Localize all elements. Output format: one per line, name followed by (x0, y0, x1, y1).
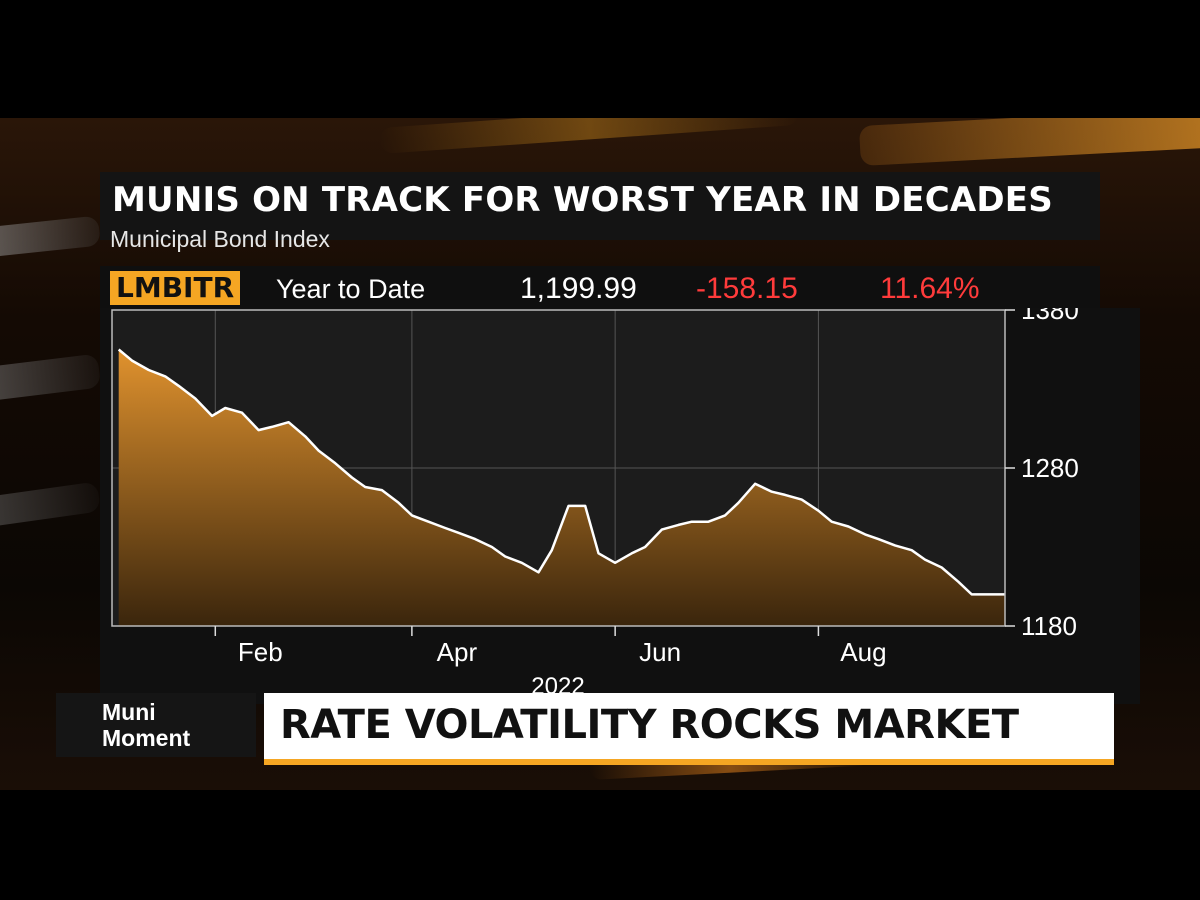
decorative-streak (0, 353, 102, 402)
y-tick-label: 1380 (1021, 308, 1079, 325)
decorative-streak (379, 118, 800, 154)
headline: MUNIS ON TRACK FOR WORST YEAR IN DECADES (112, 180, 1053, 220)
series-area (118, 349, 1005, 626)
ticker-bar: LMBITR Year to Date 1,199.99 -158.15 11.… (100, 266, 1100, 310)
segment-tag: Muni Moment (56, 693, 256, 757)
decorative-streak (0, 215, 101, 258)
ticker-symbol: LMBITR (110, 271, 241, 305)
decorative-streak (858, 118, 1200, 166)
lower-third: RATE VOLATILITY ROCKS MARKET (264, 693, 1114, 765)
segment-tag-line1: Muni (102, 699, 156, 725)
broadcast-frame: MUNIS ON TRACK FOR WORST YEAR IN DECADES… (0, 118, 1200, 790)
headline-bar: MUNIS ON TRACK FOR WORST YEAR IN DECADES (100, 172, 1100, 240)
y-tick-label: 1280 (1021, 453, 1079, 483)
x-tick-label: Aug (840, 637, 886, 667)
x-tick-label: Apr (437, 637, 478, 667)
percent-change: 11.64% (880, 272, 980, 305)
x-tick-label: Jun (639, 637, 681, 667)
chart-subtitle: Municipal Bond Index (110, 226, 330, 252)
series-line (117, 348, 1005, 596)
lower-third-title: RATE VOLATILITY ROCKS MARKET (280, 702, 1019, 748)
period-label: Year to Date (276, 274, 426, 304)
y-tick-label: 1180 (1021, 611, 1077, 641)
net-change: -158.15 (696, 272, 798, 305)
x-tick-label: Feb (238, 637, 283, 667)
decorative-streak (0, 481, 101, 528)
segment-tag-line2: Moment (102, 725, 191, 751)
chart-panel: 1380 1280 1180 Feb Apr Jun Aug 2022 (100, 308, 1140, 704)
last-value: 1,199.99 (520, 272, 637, 305)
